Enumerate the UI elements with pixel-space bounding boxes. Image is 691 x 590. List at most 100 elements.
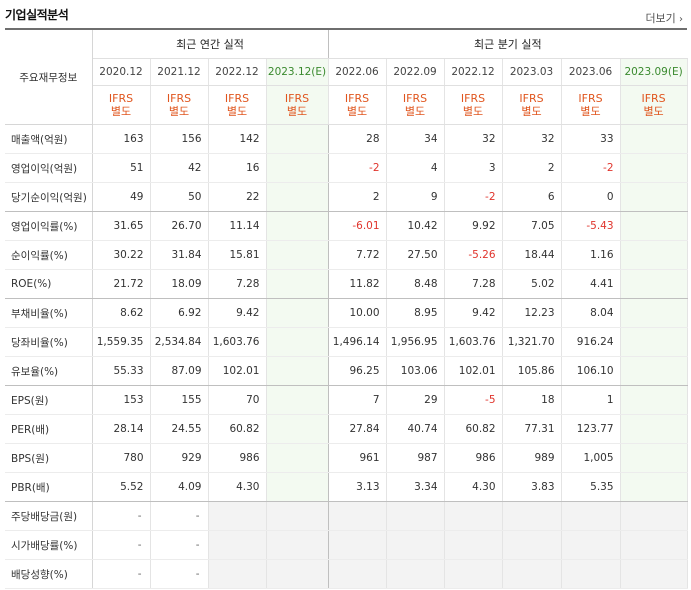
data-cell: 0 [561,182,621,212]
data-cell: 31.65 [92,211,151,241]
data-cell: 986 [444,443,503,473]
data-cell: 5.02 [502,269,562,299]
data-cell [266,385,329,415]
ifrs-badge: IFRS 별도 [208,85,267,125]
data-cell [328,559,387,589]
more-label: 더보기 [645,12,676,25]
data-cell [620,443,688,473]
row-label: 유보율(%) [5,356,93,386]
row-label: 당좌비율(%) [5,327,93,357]
period-header-row: 2020.12 2021.12 2022.12 2023.12(E) 2022.06 20… [5,58,688,86]
data-cell: 5.52 [92,472,151,502]
data-cell: 1,005 [561,443,621,473]
table-row: 배당성향(%) - - [5,559,688,589]
data-cell: 102.01 [208,356,267,386]
table-row: 유보율(%) 55.33 87.09 102.01 96.25 103.06 102.01 1… [5,356,688,386]
data-cell: 12.23 [502,298,562,328]
data-cell: 33 [561,124,621,154]
data-cell: 163 [92,124,151,154]
data-cell [266,472,329,502]
data-cell [620,298,688,328]
data-cell: 16 [208,153,267,183]
data-cell: 29 [386,385,445,415]
table-row: 매출액(억원) 163 156 142 28 34 32 32 33 [5,124,688,154]
ifrs-badge: IFRS 별도 [561,85,621,125]
data-cell [444,559,503,589]
data-cell: 1,321.70 [502,327,562,357]
data-cell: 10.00 [328,298,387,328]
data-cell [386,501,445,531]
data-cell [208,559,267,589]
data-cell: -2 [561,153,621,183]
data-cell: 156 [150,124,209,154]
period-header: 2023.03 [502,58,562,86]
row-label: 영업이익률(%) [5,211,93,241]
data-cell: -5.43 [561,211,621,241]
table-row: 순이익률(%) 30.22 31.84 15.81 7.72 27.50 -5.26 18.4… [5,240,688,270]
row-label: PBR(배) [5,472,93,502]
data-cell: 55.33 [92,356,151,386]
data-cell: 961 [328,443,387,473]
data-cell [386,530,445,560]
data-cell: 27.84 [328,414,387,444]
data-cell: 6.92 [150,298,209,328]
data-cell: 7.28 [208,269,267,299]
data-cell [266,124,329,154]
table-row: 영업이익률(%) 31.65 26.70 11.14 -6.01 10.42 9.92 7.0… [5,211,688,241]
table-row: PBR(배) 5.52 4.09 4.30 3.13 3.34 4.30 3.83 5.35 [5,472,688,502]
data-cell: 60.82 [444,414,503,444]
data-cell: 10.42 [386,211,445,241]
row-label: PER(배) [5,414,93,444]
data-cell [266,443,329,473]
data-cell: 916.24 [561,327,621,357]
data-cell: - [92,530,151,560]
data-cell: 9.42 [208,298,267,328]
row-label: 영업이익(억원) [5,153,93,183]
data-cell [502,559,562,589]
data-cell [620,385,688,415]
data-cell [620,124,688,154]
data-cell: 22 [208,182,267,212]
data-cell: 1,603.76 [444,327,503,357]
table-row: ROE(%) 21.72 18.09 7.28 11.82 8.48 7.28 5.02 4.4… [5,269,688,299]
data-cell [620,211,688,241]
data-cell: 989 [502,443,562,473]
data-cell: 70 [208,385,267,415]
data-cell [620,414,688,444]
data-cell: 1,956.95 [386,327,445,357]
data-cell: 3.13 [328,472,387,502]
data-cell: 11.14 [208,211,267,241]
data-cell: 780 [92,443,151,473]
period-header: 2022.12 [444,58,503,86]
ifrs-label: IFRS [166,92,192,105]
data-cell [266,559,329,589]
row-label: 매출액(억원) [5,124,93,154]
data-cell: 96.25 [328,356,387,386]
data-cell: 4.30 [444,472,503,502]
period-header: 2022.09 [386,58,445,86]
ifrs-label: IFRS [460,92,486,105]
data-cell: 18.44 [502,240,562,270]
data-cell [266,240,329,270]
row-label: 당기순이익(억원) [5,182,93,212]
data-cell: 28 [328,124,387,154]
data-cell: 106.10 [561,356,621,386]
data-cell: 28.14 [92,414,151,444]
ifrs-badge: IFRS 별도 [150,85,209,125]
data-cell: 5.35 [561,472,621,502]
data-cell [620,472,688,502]
more-link[interactable]: 더보기 › [645,10,683,26]
data-cell: -5 [444,385,503,415]
data-cell [620,501,688,531]
ifrs-label: IFRS [344,92,370,105]
ifrs-badge: IFRS 별도 [620,85,688,125]
data-cell [266,211,329,241]
data-cell: 50 [150,182,209,212]
data-cell: 9 [386,182,445,212]
data-cell [620,240,688,270]
data-cell: 7.28 [444,269,503,299]
basis-label: 별도 [110,105,132,118]
data-cell: 8.95 [386,298,445,328]
data-cell [266,298,329,328]
